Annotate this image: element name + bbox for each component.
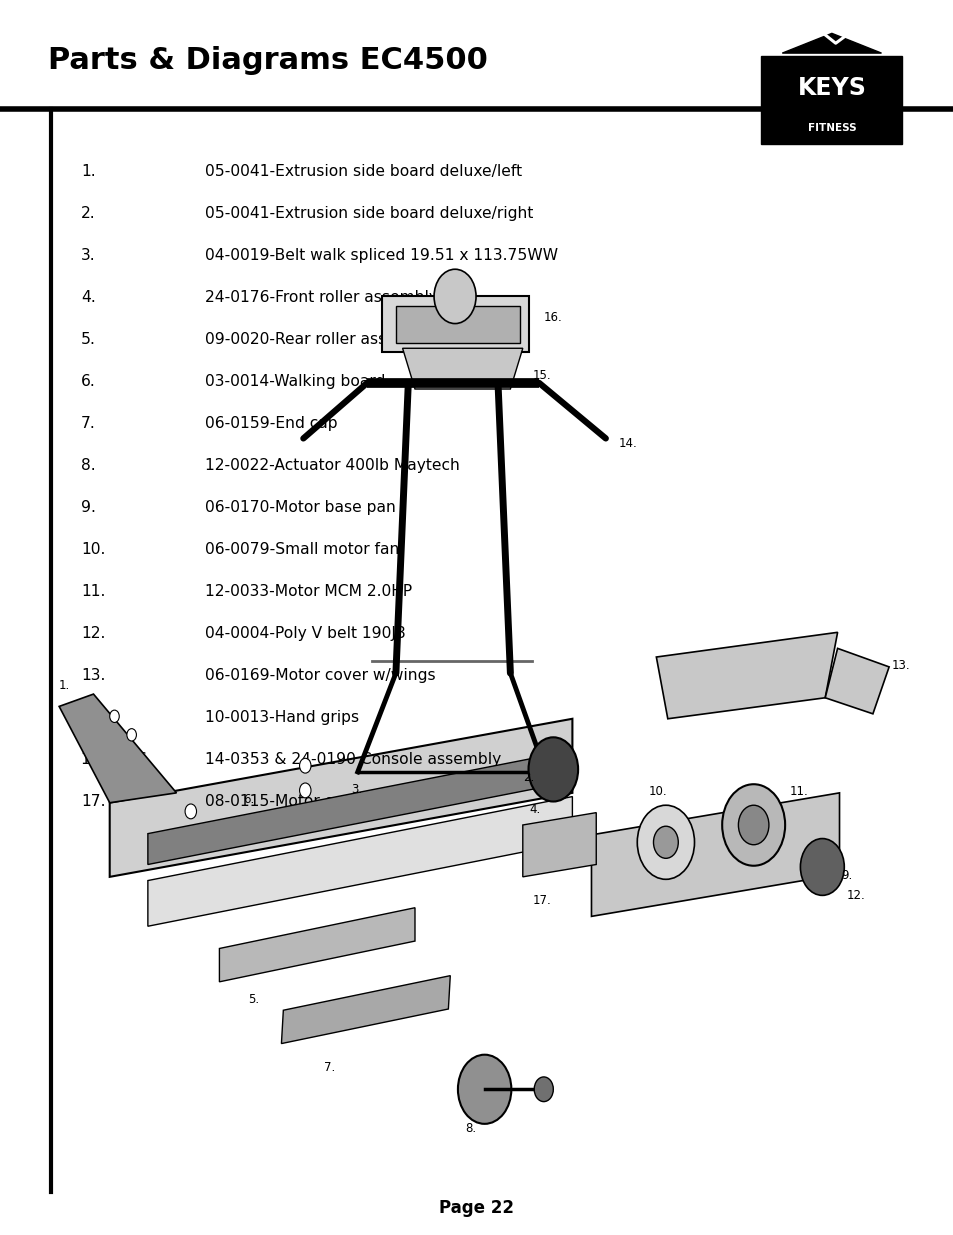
Circle shape	[721, 784, 784, 866]
Circle shape	[653, 826, 678, 858]
Text: 5.: 5.	[248, 993, 259, 1005]
Text: 15.: 15.	[532, 369, 551, 382]
Text: 9.: 9.	[81, 500, 96, 515]
Text: 3.: 3.	[81, 248, 95, 263]
Text: 24-0176-Front roller assembly: 24-0176-Front roller assembly	[205, 290, 437, 305]
Text: 16.: 16.	[543, 311, 562, 324]
Polygon shape	[591, 793, 839, 916]
Text: 13.: 13.	[81, 668, 106, 683]
Text: 04-0004-Poly V belt 190J8: 04-0004-Poly V belt 190J8	[205, 626, 405, 641]
Circle shape	[110, 710, 119, 722]
Text: 4.: 4.	[81, 290, 95, 305]
Text: 6.: 6.	[81, 374, 95, 389]
Polygon shape	[219, 908, 415, 982]
Text: 12-0022-Actuator 400lb Maytech: 12-0022-Actuator 400lb Maytech	[205, 458, 459, 473]
Text: 9.: 9.	[841, 869, 852, 882]
Text: 08-0115-Motor controller: 08-0115-Motor controller	[205, 794, 398, 809]
Polygon shape	[656, 632, 837, 719]
Text: 7.: 7.	[324, 1061, 335, 1073]
FancyBboxPatch shape	[760, 56, 902, 144]
Text: 7.: 7.	[81, 416, 95, 431]
Text: 06-0159-End cap: 06-0159-End cap	[205, 416, 337, 431]
Text: 04-0019-Belt walk spliced 19.51 x 113.75WW: 04-0019-Belt walk spliced 19.51 x 113.75…	[205, 248, 558, 263]
Text: 11.: 11.	[789, 785, 808, 798]
Polygon shape	[148, 753, 558, 864]
Text: 4.: 4.	[529, 803, 540, 815]
Polygon shape	[281, 976, 450, 1044]
Circle shape	[434, 269, 476, 324]
Circle shape	[457, 1055, 511, 1124]
Text: 12.: 12.	[846, 889, 865, 902]
Text: 2.: 2.	[81, 206, 95, 221]
Text: Parts & Diagrams EC4500: Parts & Diagrams EC4500	[48, 46, 487, 74]
Text: 5.: 5.	[81, 332, 96, 347]
Polygon shape	[381, 296, 529, 352]
Polygon shape	[522, 813, 596, 877]
Text: 14.: 14.	[81, 710, 106, 725]
Text: 8.: 8.	[465, 1123, 476, 1135]
Text: 3.: 3.	[351, 783, 362, 795]
Text: 10.: 10.	[81, 542, 106, 557]
Text: 14.: 14.	[618, 437, 637, 450]
Circle shape	[534, 1077, 553, 1102]
Circle shape	[528, 737, 578, 802]
Text: FITNESS: FITNESS	[807, 124, 855, 133]
Text: 10.: 10.	[648, 785, 667, 798]
Text: 11.: 11.	[81, 584, 106, 599]
Text: 6.: 6.	[243, 793, 254, 805]
Circle shape	[800, 839, 843, 895]
Text: 2.: 2.	[522, 771, 534, 783]
Text: 13.: 13.	[891, 659, 910, 672]
Text: Page 22: Page 22	[439, 1199, 514, 1216]
Text: 05-0041-Extrusion side board deluxe/left: 05-0041-Extrusion side board deluxe/left	[205, 164, 521, 179]
Text: 17.: 17.	[81, 794, 106, 809]
Text: 06-0079-Small motor fan: 06-0079-Small motor fan	[205, 542, 399, 557]
Polygon shape	[395, 306, 519, 343]
Text: 15. & 16.: 15. & 16.	[81, 752, 152, 767]
Text: 17.: 17.	[532, 894, 551, 906]
Polygon shape	[781, 33, 881, 53]
Text: 09-0020-Rear roller assembly: 09-0020-Rear roller assembly	[205, 332, 434, 347]
Text: 12.: 12.	[81, 626, 106, 641]
Polygon shape	[110, 719, 572, 877]
Text: 1.: 1.	[81, 164, 95, 179]
Circle shape	[738, 805, 768, 845]
Text: 06-0170-Motor base pan: 06-0170-Motor base pan	[205, 500, 395, 515]
Text: 03-0014-Walking board: 03-0014-Walking board	[205, 374, 385, 389]
Circle shape	[127, 729, 136, 741]
Text: KEYS: KEYS	[797, 77, 865, 100]
Text: 12-0033-Motor MCM 2.0HP: 12-0033-Motor MCM 2.0HP	[205, 584, 412, 599]
Polygon shape	[59, 694, 176, 803]
Text: 06-0169-Motor cover w/wings: 06-0169-Motor cover w/wings	[205, 668, 436, 683]
Polygon shape	[824, 648, 888, 714]
Polygon shape	[148, 797, 572, 926]
Text: 10-0013-Hand grips: 10-0013-Hand grips	[205, 710, 359, 725]
Circle shape	[299, 758, 311, 773]
Circle shape	[299, 783, 311, 798]
Text: 14-0353 & 24-0190 Console assembly: 14-0353 & 24-0190 Console assembly	[205, 752, 501, 767]
Circle shape	[637, 805, 694, 879]
Text: 8.: 8.	[81, 458, 95, 473]
Text: 05-0041-Extrusion side board deluxe/right: 05-0041-Extrusion side board deluxe/righ…	[205, 206, 533, 221]
Polygon shape	[402, 348, 522, 389]
Circle shape	[185, 804, 196, 819]
Text: 1.: 1.	[59, 679, 71, 692]
